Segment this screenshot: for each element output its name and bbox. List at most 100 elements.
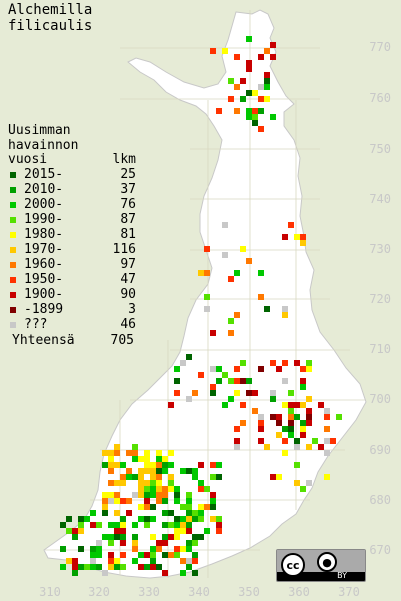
- occurrence-square: [198, 486, 204, 492]
- occurrence-square: [252, 114, 258, 120]
- occurrence-square: [180, 516, 186, 522]
- occurrence-square: [294, 234, 300, 240]
- occurrence-square: [264, 306, 270, 312]
- legend-swatch: [10, 262, 16, 268]
- occurrence-square: [96, 552, 102, 558]
- occurrence-square: [156, 474, 162, 480]
- legend-swatch: [10, 232, 16, 238]
- occurrence-square: [114, 480, 120, 486]
- occurrence-square: [138, 564, 144, 570]
- occurrence-square: [288, 402, 294, 408]
- occurrence-square: [144, 564, 150, 570]
- occurrence-square: [192, 570, 198, 576]
- occurrence-square: [156, 480, 162, 486]
- occurrence-square: [144, 504, 150, 510]
- occurrence-square: [210, 474, 216, 480]
- occurrence-square: [306, 408, 312, 414]
- occurrence-square: [246, 108, 252, 114]
- occurrence-square: [168, 510, 174, 516]
- occurrence-square: [120, 522, 126, 528]
- occurrence-square: [174, 486, 180, 492]
- occurrence-square: [234, 438, 240, 444]
- occurrence-square: [126, 474, 132, 480]
- occurrence-square: [198, 462, 204, 468]
- occurrence-square: [162, 492, 168, 498]
- occurrence-square: [222, 372, 228, 378]
- occurrence-square: [150, 492, 156, 498]
- legend-period: 1960-: [24, 256, 64, 272]
- occurrence-square: [216, 516, 222, 522]
- occurrence-square: [288, 432, 294, 438]
- occurrence-square: [108, 450, 114, 456]
- occurrence-square: [294, 444, 300, 450]
- occurrence-square: [180, 528, 186, 534]
- occurrence-square: [90, 552, 96, 558]
- occurrence-square: [258, 54, 264, 60]
- occurrence-square: [138, 492, 144, 498]
- occurrence-square: [300, 426, 306, 432]
- occurrence-square: [114, 510, 120, 516]
- occurrence-square: [66, 558, 72, 564]
- occurrence-square: [258, 270, 264, 276]
- occurrence-square: [162, 486, 168, 492]
- occurrence-square: [168, 552, 174, 558]
- occurrence-square: [300, 378, 306, 384]
- legend-swatch: [10, 202, 16, 208]
- legend-count: 87: [120, 211, 136, 227]
- grid-x-label: 370: [338, 585, 360, 599]
- occurrence-square: [324, 474, 330, 480]
- occurrence-square: [72, 558, 78, 564]
- occurrence-square: [180, 360, 186, 366]
- legend-count: 76: [120, 196, 136, 212]
- occurrence-square: [270, 360, 276, 366]
- occurrence-square: [66, 516, 72, 522]
- occurrence-square: [324, 450, 330, 456]
- occurrence-square: [138, 456, 144, 462]
- legend-swatch: [10, 292, 16, 298]
- occurrence-square: [126, 510, 132, 516]
- legend-count: 116: [112, 241, 136, 257]
- occurrence-square: [276, 432, 282, 438]
- occurrence-square: [102, 510, 108, 516]
- occurrence-square: [234, 312, 240, 318]
- occurrence-square: [282, 426, 288, 432]
- occurrence-square: [258, 294, 264, 300]
- legend-row: -1899 3: [8, 302, 136, 318]
- occurrence-square: [258, 84, 264, 90]
- occurrence-square: [186, 528, 192, 534]
- occurrence-square: [186, 492, 192, 498]
- occurrence-square: [150, 504, 156, 510]
- occurrence-square: [192, 390, 198, 396]
- occurrence-square: [264, 96, 270, 102]
- legend-period: 2015-: [24, 166, 64, 182]
- occurrence-square: [252, 90, 258, 96]
- occurrence-square: [318, 402, 324, 408]
- occurrence-square: [306, 420, 312, 426]
- occurrence-square: [234, 366, 240, 372]
- occurrence-square: [270, 54, 276, 60]
- occurrence-square: [228, 318, 234, 324]
- title-line-genus: Alchemilla: [8, 2, 93, 18]
- occurrence-square: [156, 456, 162, 462]
- occurrence-square: [132, 540, 138, 546]
- occurrence-square: [192, 510, 198, 516]
- occurrence-square: [234, 270, 240, 276]
- occurrence-square: [270, 414, 276, 420]
- occurrence-square: [108, 492, 114, 498]
- occurrence-square: [168, 450, 174, 456]
- occurrence-square: [216, 474, 222, 480]
- occurrence-square: [186, 468, 192, 474]
- occurrence-square: [174, 552, 180, 558]
- occurrence-square: [234, 390, 240, 396]
- occurrence-square: [174, 516, 180, 522]
- occurrence-square: [198, 270, 204, 276]
- legend-count: 97: [120, 256, 136, 272]
- occurrence-square: [258, 108, 264, 114]
- occurrence-square: [102, 570, 108, 576]
- occurrence-square: [174, 522, 180, 528]
- occurrence-square: [120, 462, 126, 468]
- occurrence-square: [126, 450, 132, 456]
- legend-row: 1900- 90: [8, 287, 136, 303]
- occurrence-square: [192, 516, 198, 522]
- occurrence-square: [300, 420, 306, 426]
